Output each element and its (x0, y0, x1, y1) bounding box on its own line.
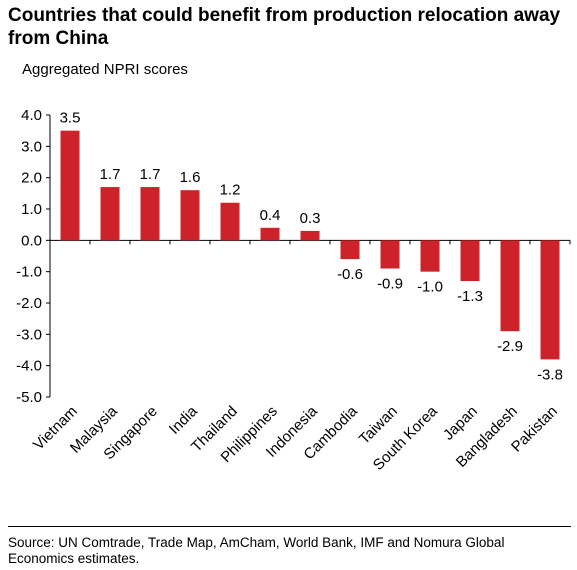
data-label: 1.7 (140, 166, 161, 183)
data-label: -1.0 (417, 279, 443, 296)
bar-bangladesh (500, 240, 520, 332)
bar-south-korea (420, 240, 440, 272)
bar-japan (460, 240, 480, 282)
bar-pakistan (540, 240, 560, 360)
data-label: -0.9 (377, 276, 403, 293)
data-label: -1.3 (457, 288, 483, 305)
chart-subtitle: Aggregated NPRI scores (22, 61, 188, 78)
bar-india (180, 190, 200, 241)
data-labels: 3.5 1.7 1.7 1.6 1.2 0.4 0.3 -0.6 -0.9 -1.0 -1.3 -2.… (60, 110, 563, 384)
data-label: -2.9 (497, 338, 523, 355)
bar-malaysia (100, 187, 120, 241)
bar-cambodia (340, 240, 360, 260)
data-label: 1.2 (220, 182, 241, 199)
y-tick-label: 0.0 (21, 232, 42, 249)
bar-indonesia (300, 230, 320, 241)
data-label: 3.5 (60, 110, 81, 127)
bars (60, 130, 560, 360)
y-tick-label: -3.0 (16, 326, 42, 343)
bar-thailand (220, 202, 240, 241)
y-tick-label: 2.0 (21, 170, 42, 187)
divider (8, 526, 571, 527)
bar-singapore (140, 187, 160, 241)
bar-vietnam (60, 130, 80, 241)
data-label: -3.8 (537, 366, 563, 383)
bar-taiwan (380, 240, 400, 269)
y-tick-label: -5.0 (16, 389, 42, 406)
y-tick-label: 3.0 (21, 138, 42, 155)
source-note: Source: UN Comtrade, Trade Map, AmCham, … (8, 535, 505, 566)
data-label: 1.7 (100, 166, 121, 183)
bar-philippines (260, 227, 280, 241)
data-label: -0.6 (337, 266, 363, 283)
y-tick-label: -1.0 (16, 264, 42, 281)
bar-chart: 4.0 3.0 2.0 1.0 0.0 -1.0 -2.0 -3.0 -4.0 -5.0 3.5 1… (16, 107, 571, 474)
category-label: India (166, 402, 201, 437)
y-tick-label: 1.0 (21, 201, 42, 218)
y-tick-label: 4.0 (21, 107, 42, 124)
data-label: 0.4 (260, 207, 281, 224)
y-tick-label: -2.0 (16, 295, 42, 312)
axes: 4.0 3.0 2.0 1.0 0.0 -1.0 -2.0 -3.0 -4.0 -5.0 (16, 107, 571, 406)
chart-title: Countries that could benefit from produc… (8, 5, 561, 49)
data-label: 0.3 (300, 210, 321, 227)
data-label: 1.6 (180, 169, 201, 186)
y-tick-label: -4.0 (16, 358, 42, 375)
